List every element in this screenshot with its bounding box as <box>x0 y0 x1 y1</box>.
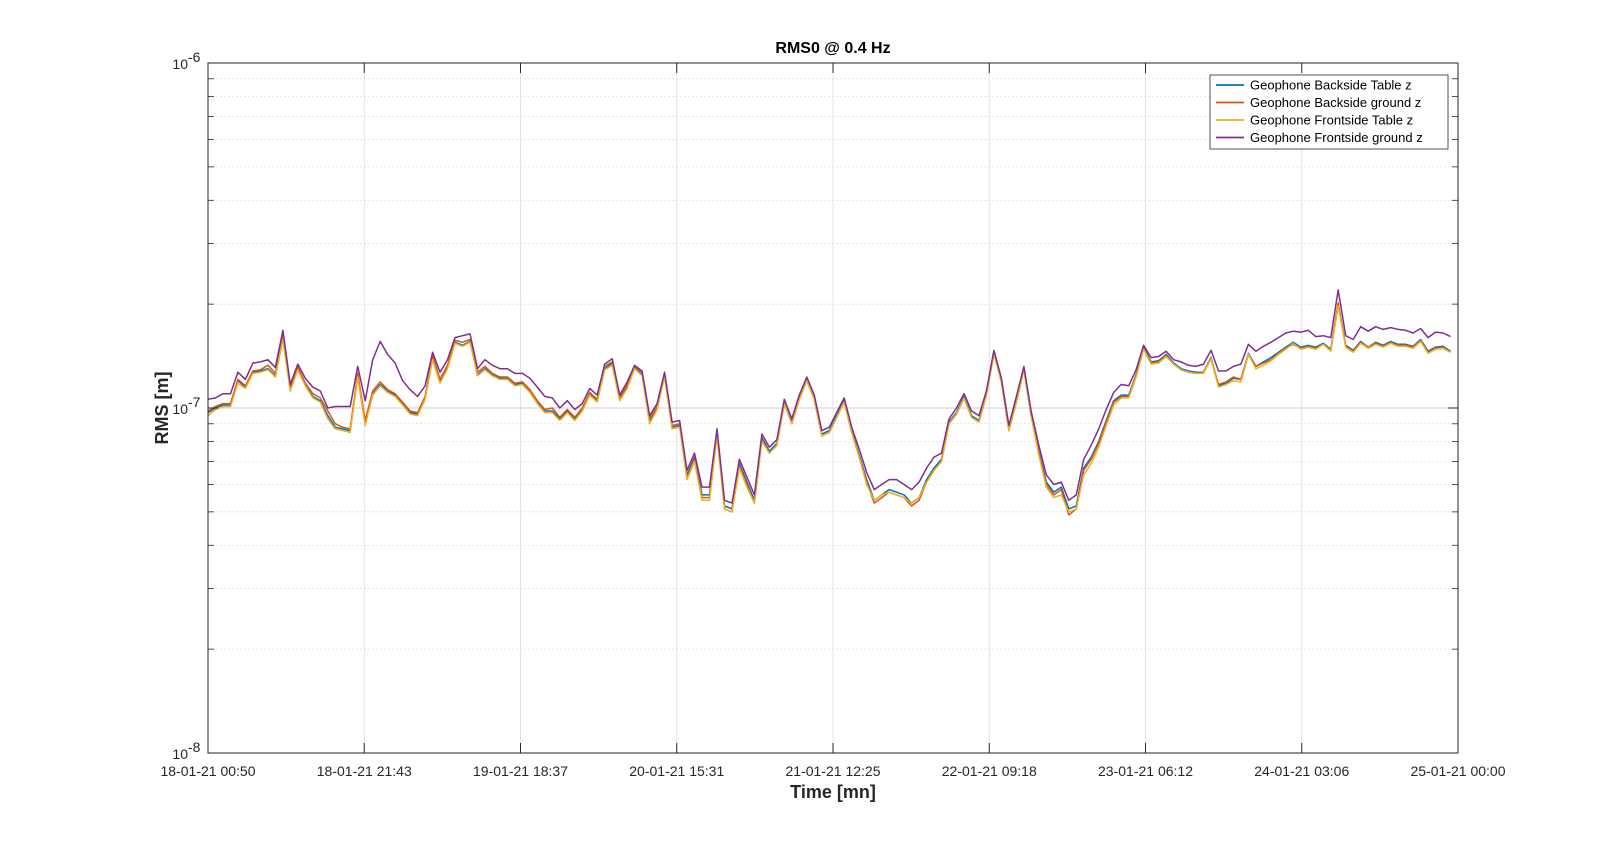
x-axis-title: Time [mn] <box>790 782 876 802</box>
x-tick-label: 18-01-21 00:50 <box>161 763 256 779</box>
legend-label-3: Geophone Frontside Table z <box>1250 113 1413 128</box>
axis-ticks <box>207 62 1459 754</box>
y-tick-label: 10 <box>172 746 188 762</box>
y-tick-label: 10 <box>172 401 188 417</box>
x-tick-label: 24-01-21 03:06 <box>1254 763 1349 779</box>
y-tick-exponent: -7 <box>188 394 201 410</box>
legend-box <box>1209 74 1449 150</box>
legend: Geophone Backside Table z Geophone Backsi… <box>1209 74 1449 150</box>
chart-title: RMS0 @ 0.4 Hz <box>775 40 890 57</box>
x-tick-label: 21-01-21 12:25 <box>786 763 881 779</box>
y-tick-exponent: -8 <box>188 739 201 755</box>
legend-label-1: Geophone Backside Table z <box>1250 78 1412 93</box>
y-tick-exponent: -6 <box>188 49 201 65</box>
x-tick-labels: 18-01-21 00:50 18-01-21 21:43 19-01-21 18:… <box>161 763 1506 779</box>
series-group <box>207 289 1451 516</box>
x-tick-label: 22-01-21 09:18 <box>942 763 1037 779</box>
x-tick-label: 19-01-21 18:37 <box>473 763 568 779</box>
x-tick-label: 18-01-21 21:43 <box>317 763 412 779</box>
x-tick-label: 23-01-21 06:12 <box>1098 763 1193 779</box>
series-line-4 <box>207 289 1451 504</box>
legend-label-2: Geophone Backside ground z <box>1250 95 1421 110</box>
x-tick-label: 25-01-21 00:00 <box>1411 763 1506 779</box>
y-tick-labels: 10-810-710-6 <box>172 49 200 762</box>
legend-label-4: Geophone Frontside ground z <box>1250 130 1423 145</box>
y-tick-label: 10 <box>172 56 188 72</box>
y-axis-title: RMS [m] <box>152 372 172 445</box>
x-tick-label: 20-01-21 15:31 <box>629 763 724 779</box>
series-line-3 <box>207 304 1451 513</box>
